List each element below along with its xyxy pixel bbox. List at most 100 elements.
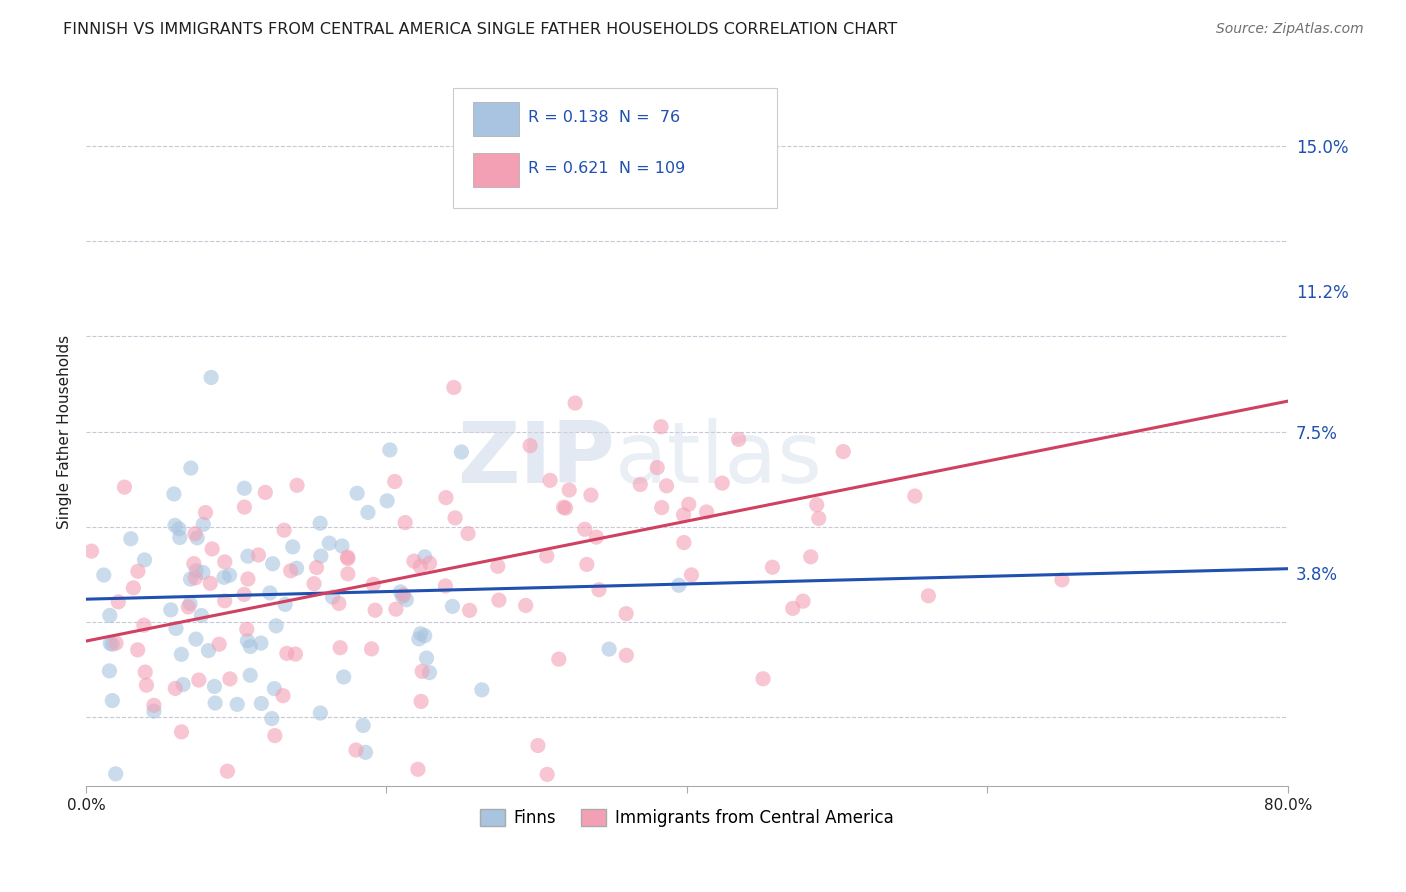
Point <box>284 647 307 661</box>
Point <box>782 601 804 615</box>
Point <box>486 559 509 574</box>
Point <box>443 380 465 394</box>
Point <box>127 643 149 657</box>
Point <box>134 665 156 679</box>
Point <box>98 608 121 623</box>
Point <box>233 481 256 495</box>
Point <box>800 549 823 564</box>
Point <box>668 578 690 592</box>
Point <box>354 745 377 759</box>
Point <box>186 564 208 578</box>
Point <box>105 636 128 650</box>
Point <box>458 603 481 617</box>
FancyBboxPatch shape <box>472 102 519 136</box>
Point <box>346 486 368 500</box>
Point <box>250 697 273 711</box>
Point <box>515 599 537 613</box>
Point <box>336 549 359 564</box>
Point <box>917 589 939 603</box>
Point <box>322 590 344 604</box>
Point <box>344 743 367 757</box>
Point <box>330 539 353 553</box>
Point <box>134 553 156 567</box>
Point <box>761 560 783 574</box>
Point <box>80 544 103 558</box>
Point <box>219 672 242 686</box>
Point <box>1050 573 1073 587</box>
Point <box>163 518 186 533</box>
Point <box>655 479 678 493</box>
Point <box>574 522 596 536</box>
Point <box>389 585 412 599</box>
Point <box>142 698 165 713</box>
Point <box>271 689 294 703</box>
Point <box>415 651 437 665</box>
Point <box>360 641 382 656</box>
Point <box>696 505 718 519</box>
Point <box>200 370 222 384</box>
Point <box>579 488 602 502</box>
Point <box>236 622 259 636</box>
Point <box>214 594 236 608</box>
Point <box>585 530 607 544</box>
Point <box>614 648 637 663</box>
Point <box>457 526 479 541</box>
Point <box>538 473 561 487</box>
Point <box>285 478 308 492</box>
Point <box>672 508 695 522</box>
Point <box>411 665 433 679</box>
Point <box>280 564 302 578</box>
Point <box>564 396 586 410</box>
Point <box>650 419 672 434</box>
Point <box>711 476 734 491</box>
Point <box>536 549 558 563</box>
Point <box>259 586 281 600</box>
Point <box>391 590 413 604</box>
Point <box>434 491 457 505</box>
Point <box>409 627 432 641</box>
Point <box>167 522 190 536</box>
Point <box>107 595 129 609</box>
Point <box>236 572 259 586</box>
Point <box>233 500 256 514</box>
Point <box>402 554 425 568</box>
Point <box>93 568 115 582</box>
Text: FINNISH VS IMMIGRANTS FROM CENTRAL AMERICA SINGLE FATHER HOUSEHOLDS CORRELATION : FINNISH VS IMMIGRANTS FROM CENTRAL AMERI… <box>63 22 897 37</box>
Point <box>450 445 472 459</box>
Point <box>98 664 121 678</box>
Point <box>143 704 166 718</box>
Point <box>190 608 212 623</box>
Point <box>628 477 651 491</box>
Point <box>214 555 236 569</box>
Point <box>413 549 436 564</box>
Point <box>236 549 259 564</box>
Point <box>553 500 575 515</box>
Point <box>132 618 155 632</box>
Point <box>409 559 432 574</box>
Point <box>208 637 231 651</box>
Point <box>127 564 149 578</box>
Point <box>135 678 157 692</box>
Point <box>329 640 352 655</box>
Point <box>183 557 205 571</box>
Point <box>186 531 208 545</box>
Point <box>336 551 359 566</box>
Point <box>104 767 127 781</box>
Point <box>170 724 193 739</box>
Point <box>681 568 703 582</box>
Point <box>204 696 226 710</box>
Point <box>239 668 262 682</box>
Point <box>471 682 494 697</box>
Point <box>645 460 668 475</box>
Point <box>263 729 285 743</box>
Point <box>441 599 464 614</box>
Point <box>194 506 217 520</box>
Point <box>217 764 239 779</box>
Point <box>122 581 145 595</box>
Point <box>285 561 308 575</box>
Point <box>177 599 200 614</box>
Point <box>226 698 249 712</box>
Point <box>328 596 350 610</box>
Text: R = 0.621  N = 109: R = 0.621 N = 109 <box>529 161 686 176</box>
Point <box>170 648 193 662</box>
